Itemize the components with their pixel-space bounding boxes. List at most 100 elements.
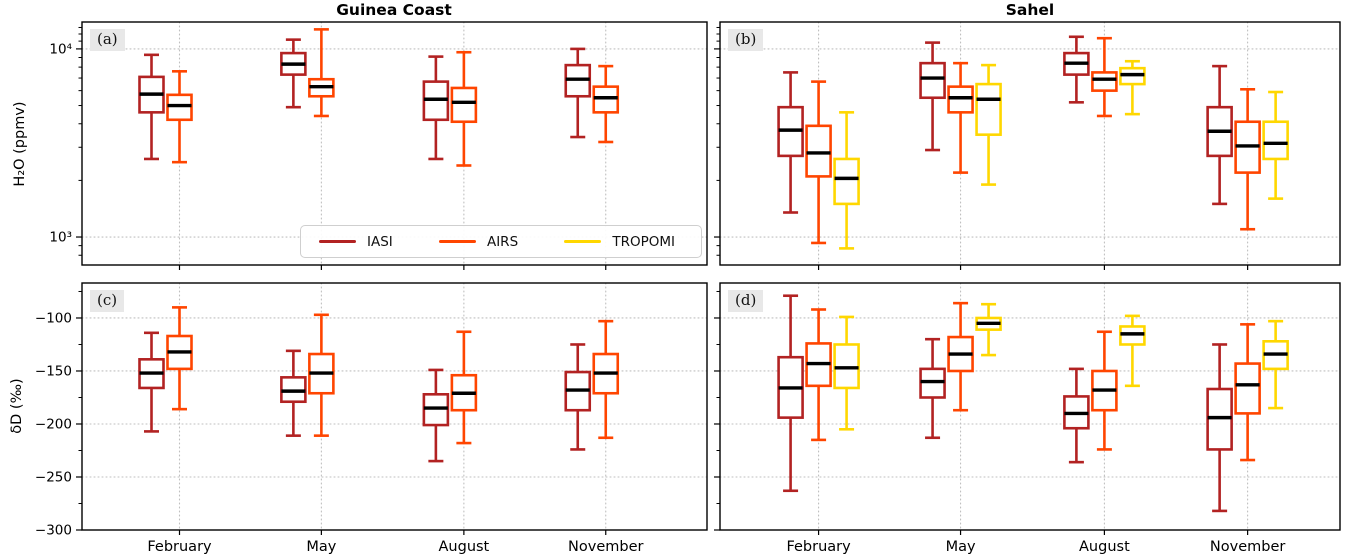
ytick-label: 10³ [49,230,72,246]
iqr-box [166,93,193,122]
boxplot-iasi-august [1063,35,1090,104]
xtick-label-may: May [946,539,976,555]
series-iasi [777,294,1233,513]
panel-d: February May August November [714,282,1341,555]
boxplot-tropomi-august [1119,59,1146,116]
series-tropomi [833,302,1289,431]
boxplot-iasi-november [1206,343,1233,513]
boxplot-airs-may [308,28,335,118]
boxplot-iasi-february [138,331,165,433]
boxplot-airs-may [947,301,974,412]
iqr-box [450,86,478,124]
boxplot-iasi-may [919,41,946,152]
iqr-box [833,157,860,206]
legend-label: AIRS [486,233,519,250]
boxplot-airs-february [166,70,193,164]
panel-b [714,21,1341,270]
boxplot-tropomi-may [975,302,1002,357]
series-airs [805,301,1261,462]
series-iasi [777,35,1233,214]
legend-label: TROPOMI [612,233,675,250]
xtick-label-august: August [439,539,490,555]
ytick-label: −150 [35,363,72,379]
boxplot-iasi-november [564,47,592,139]
boxplot-tropomi-february [833,315,860,431]
axes-spines [719,282,1341,531]
ylabel-h2o: H₂O (ppmv) [12,101,28,187]
boxplot-tropomi-february [833,111,860,250]
boxplot-tropomi-november [1262,90,1289,200]
legend-item-airs: AIRS [438,233,519,250]
series-iasi [138,331,592,463]
boxplot-iasi-february [138,53,165,161]
boxplot-iasi-february [777,71,804,214]
panel-a: 10³ 10⁴ [49,21,708,270]
iqr-box [592,85,620,114]
axes-spines [719,21,1341,266]
iqr-box [805,124,832,178]
boxplot-iasi-august [422,368,450,463]
iqr-box [1091,71,1118,92]
iqr-box [1234,362,1261,415]
boxplot-airs-may [947,61,974,174]
legend-line-icon [564,240,602,243]
boxplot-airs-november [592,64,620,144]
series-airs [166,28,620,167]
legend-line-icon [438,240,476,243]
boxplot-iasi-august [422,55,450,161]
boxplot-airs-august [1091,36,1118,118]
xtick-label-february: February [147,539,212,555]
xtick-label-february: February [786,539,851,555]
boxplot-airs-november [592,319,620,440]
ytick-label: −200 [35,416,72,432]
boxplot-airs-november [1234,323,1261,462]
ytick-label: −100 [35,310,72,326]
legend-item-iasi: IASI [319,234,393,250]
iqr-box [975,82,1002,136]
boxplot-airs-november [1234,87,1261,231]
boxplot-iasi-may [280,38,307,109]
boxplot-iasi-november [1206,64,1233,206]
panel-letter-d: (d) [728,290,764,312]
axes-spines [81,282,708,531]
boxplot-tropomi-november [1262,319,1289,410]
xtick-label-november: November [568,539,643,555]
legend-label: IASI [367,233,393,250]
iqr-box [947,85,974,114]
boxplot-airs-may [308,313,335,437]
legend-line-icon [319,240,356,243]
legend: IASI AIRS TROPOMI [300,225,702,258]
boxplot-iasi-november [564,343,592,451]
panel-c: −100 −150 −200 −250 −300 February May August Nov… [35,282,708,555]
iqr-box [919,61,946,100]
ytick-label: 10⁴ [49,41,72,57]
panel-letter-b: (b) [728,29,764,51]
iqr-box [1262,120,1289,161]
series-iasi [138,38,592,161]
xtick-label-august: August [1079,539,1130,555]
boxplot-iasi-may [280,349,307,437]
boxplot-airs-february [805,80,832,245]
ytick-label: −250 [35,469,72,485]
axes-spines [81,21,708,266]
boxplot-tropomi-may [975,63,1002,186]
boxplot-iasi-may [919,337,946,440]
xtick-label-november: November [1210,539,1285,555]
series-airs [166,306,620,445]
series-airs [805,36,1261,245]
panel-letter-a: (a) [90,29,125,51]
boxplot-airs-august [1091,330,1118,451]
legend-item-tropomi: TROPOMI [564,234,675,250]
xtick-label-may: May [306,539,336,555]
boxplot-airs-february [166,306,193,411]
boxplot-airs-august [450,330,478,445]
boxplot-iasi-august [1063,367,1090,464]
series-tropomi [833,59,1289,250]
ytick-label: −300 [35,523,72,539]
panel-letter-c: (c) [90,290,125,312]
boxplot-airs-february [805,308,832,442]
boxplot-airs-august [450,50,478,167]
title-sahel: Sahel [1005,1,1055,19]
